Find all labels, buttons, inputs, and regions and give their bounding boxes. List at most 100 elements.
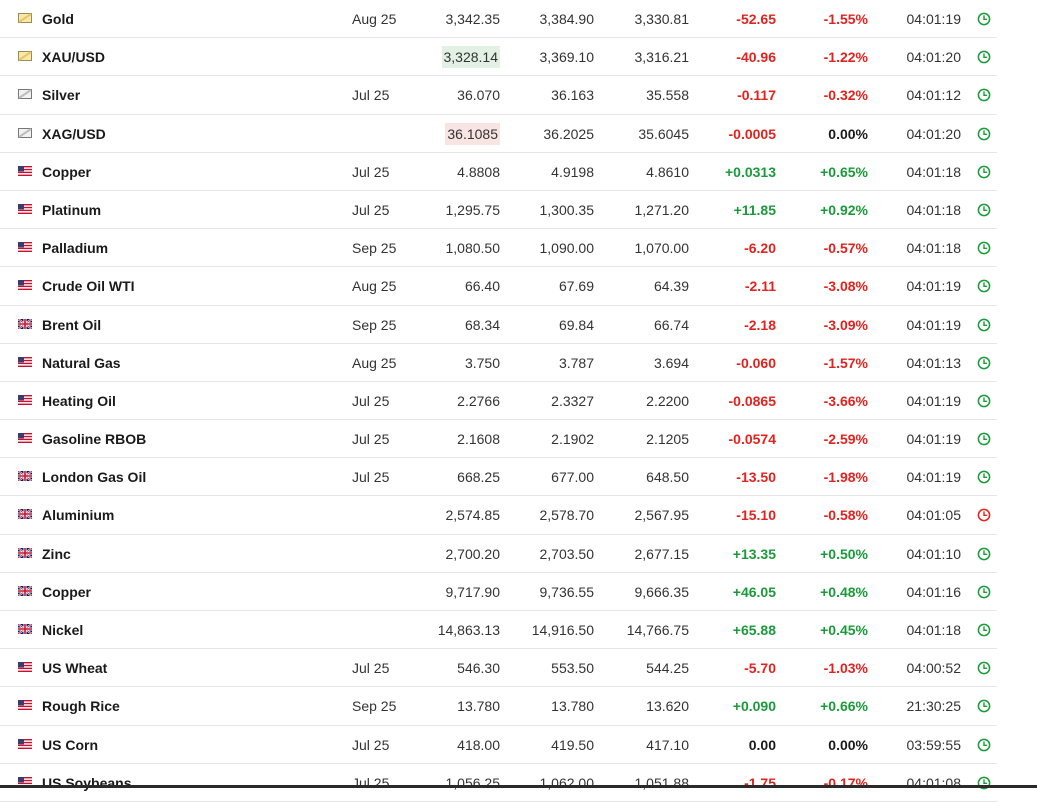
contract-month: Jul 25	[352, 774, 390, 791]
table-row[interactable]: Natural Gas Aug 25 3.750 3.787 3.694 -0.060 -1…	[0, 344, 997, 382]
high-price: 2.3327	[551, 392, 594, 409]
high-price: 36.2025	[543, 125, 594, 142]
change-value: -6.20	[744, 240, 776, 257]
table-row[interactable]: Nickel 14,863.13 14,916.50 14,766.75 +65.88 +…	[0, 611, 997, 650]
table-row[interactable]: Silver Jul 25 36.070 36.163 35.558 -0.117 -0.3…	[0, 76, 997, 115]
low-price: 1,051.88	[634, 774, 690, 791]
instrument-name-link[interactable]: Zinc	[42, 545, 71, 562]
high-price: 2,578.70	[539, 507, 595, 524]
instrument-name-link[interactable]: US Corn	[42, 736, 98, 753]
low-price: 35.6045	[638, 125, 689, 142]
change-percent: -2.59%	[823, 431, 868, 448]
table-row[interactable]: US Corn Jul 25 418.00 419.50 417.10 0.00 0.00%…	[0, 726, 997, 764]
update-time: 04:01:18	[906, 622, 962, 638]
instrument-name-link[interactable]: Heating Oil	[42, 392, 116, 409]
clock-icon	[977, 508, 991, 522]
update-time: 04:01:18	[906, 201, 962, 218]
update-time: 04:01:19	[906, 278, 962, 295]
uk-flag-icon	[18, 509, 32, 520]
high-price: 3,369.10	[539, 49, 595, 66]
clock-icon	[977, 661, 991, 675]
instrument-name-link[interactable]: London Gas Oil	[42, 469, 147, 486]
table-row[interactable]: XAG/USD 36.1085 36.2025 35.6045 -0.0005 0.00%…	[0, 115, 997, 153]
gold-square-icon	[18, 51, 32, 62]
instrument-name-link[interactable]: Nickel	[42, 622, 84, 638]
instrument-name-link[interactable]: Rough Rice	[42, 698, 120, 715]
change-percent: -0.57%	[823, 240, 868, 257]
change-value: -2.18	[744, 316, 776, 333]
low-price: 3.694	[653, 354, 689, 371]
uk-flag-icon	[18, 624, 32, 634]
change-percent: -1.22%	[823, 49, 868, 66]
low-price: 648.50	[646, 469, 689, 486]
update-time: 04:01:20	[906, 125, 962, 142]
high-price: 1,090.00	[539, 240, 595, 257]
update-time: 04:01:16	[906, 583, 962, 600]
change-value: -2.11	[744, 278, 776, 295]
clock-icon	[977, 88, 991, 102]
low-price: 9,666.35	[634, 583, 690, 600]
instrument-name-link[interactable]: Palladium	[42, 240, 109, 257]
change-percent: +0.92%	[820, 201, 868, 218]
instrument-name-link[interactable]: Brent Oil	[42, 316, 102, 333]
last-price: 9,717.90	[445, 583, 501, 600]
table-row[interactable]: Palladium Sep 25 1,080.50 1,090.00 1,070.00 -…	[0, 229, 997, 268]
instrument-name-link[interactable]: Gold	[42, 11, 74, 27]
last-price: 3,342.35	[445, 11, 501, 27]
instrument-name-link[interactable]: Copper	[42, 583, 91, 600]
instrument-name-link[interactable]: Copper	[42, 163, 91, 180]
us-flag-icon	[18, 738, 32, 749]
table-row[interactable]: Aluminium 2,574.85 2,578.70 2,567.95 -15.10 -…	[0, 496, 997, 535]
contract-month: Jul 25	[352, 660, 390, 677]
change-value: -0.060	[736, 354, 776, 371]
table-row[interactable]: Gold Aug 25 3,342.35 3,384.90 3,330.81 -52.65…	[0, 0, 997, 39]
high-price: 3.787	[558, 354, 594, 371]
table-row[interactable]: Crude Oil WTI Aug 25 66.40 67.69 64.39 -2.11 -…	[0, 267, 997, 306]
high-price: 13.780	[551, 698, 594, 715]
low-price: 66.74	[653, 316, 689, 333]
change-value: -13.50	[736, 469, 776, 486]
table-row[interactable]: XAU/USD 3,328.14 3,369.10 3,316.21 -40.96 -1.…	[0, 38, 997, 77]
table-row[interactable]: Zinc 2,700.20 2,703.50 2,677.15 +13.35 +0.50%…	[0, 535, 997, 573]
high-price: 2.1902	[551, 431, 594, 448]
high-price: 1,062.00	[539, 774, 595, 791]
table-row[interactable]: Platinum Jul 25 1,295.75 1,300.35 1,271.20 +1…	[0, 191, 997, 230]
table-row[interactable]: Copper 9,717.90 9,736.55 9,666.35 +46.05 +0.4…	[0, 573, 997, 611]
instrument-name-link[interactable]: US Soybeans	[42, 774, 132, 791]
last-price: 3.750	[464, 354, 500, 371]
table-row[interactable]: London Gas Oil Jul 25 668.25 677.00 648.50 -1…	[0, 458, 997, 497]
instrument-name-link[interactable]: Gasoline RBOB	[42, 431, 147, 448]
table-row[interactable]: Gasoline RBOB Jul 25 2.1608 2.1902 2.1205 -0.…	[0, 420, 997, 459]
table-row[interactable]: US Soybeans Jul 25 1,056.25 1,062.00 1,051.8…	[0, 764, 997, 802]
instrument-name-link[interactable]: Crude Oil WTI	[42, 278, 135, 295]
instrument-name-link[interactable]: US Wheat	[42, 660, 108, 677]
table-row[interactable]: Brent Oil Sep 25 68.34 69.84 66.74 -2.18 -3.09…	[0, 306, 997, 344]
contract-month: Jul 25	[352, 431, 390, 448]
instrument-name-link[interactable]: XAU/USD	[42, 49, 106, 66]
update-time: 04:01:19	[906, 431, 962, 448]
change-value: -5.70	[744, 660, 776, 677]
table-row[interactable]: Copper Jul 25 4.8808 4.9198 4.8610 +0.0313 +0.…	[0, 153, 997, 191]
last-price: 418.00	[457, 736, 500, 753]
last-price: 13.780	[457, 698, 500, 715]
update-time: 04:01:13	[906, 354, 962, 371]
update-time: 04:01:19	[906, 392, 962, 409]
low-price: 2,567.95	[634, 507, 690, 524]
clock-icon	[977, 585, 991, 599]
contract-month: Aug 25	[352, 11, 397, 27]
contract-month: Jul 25	[352, 201, 390, 218]
instrument-name-link[interactable]: Natural Gas	[42, 354, 121, 371]
low-price: 64.39	[653, 278, 689, 295]
change-percent: 0.00%	[828, 736, 868, 753]
low-price: 4.8610	[646, 163, 689, 180]
table-row[interactable]: US Wheat Jul 25 546.30 553.50 544.25 -5.70 -1.…	[0, 649, 997, 688]
instrument-name-link[interactable]: Aluminium	[42, 507, 115, 524]
table-row[interactable]: Rough Rice Sep 25 13.780 13.780 13.620 +0.090…	[0, 687, 997, 726]
table-row[interactable]: Heating Oil Jul 25 2.2766 2.3327 2.2200 -0.08…	[0, 382, 997, 421]
instrument-name-link[interactable]: XAG/USD	[42, 125, 106, 142]
instrument-name-link[interactable]: Silver	[42, 87, 81, 104]
update-time: 21:30:25	[906, 698, 962, 715]
instrument-name-link[interactable]: Platinum	[42, 201, 102, 218]
change-value: +0.090	[732, 698, 776, 715]
high-price: 69.84	[558, 316, 594, 333]
